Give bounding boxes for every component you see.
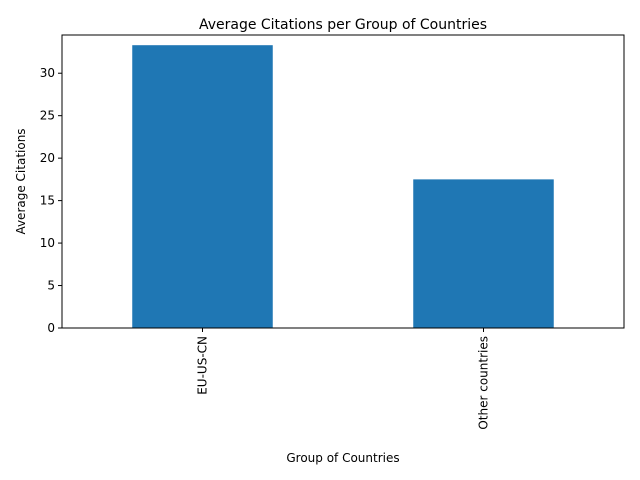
bar-other-countries — [413, 179, 554, 328]
y-axis-label: Average Citations — [14, 128, 28, 234]
x-tick-label: EU-US-CN — [196, 336, 210, 395]
bar-eu-us-cn — [132, 45, 273, 328]
y-tick-label: 5 — [47, 279, 55, 293]
y-tick-label: 20 — [40, 151, 55, 165]
y-tick-label: 10 — [40, 236, 55, 250]
x-axis-label: Group of Countries — [286, 451, 399, 465]
chart-title: Average Citations per Group of Countries — [199, 17, 487, 33]
bars-group — [132, 45, 554, 328]
plot-frame — [61, 34, 625, 329]
x-tick-label: Other countries — [477, 336, 491, 430]
y-axis: 0 5 10 15 20 25 30 — [40, 66, 62, 335]
y-tick-label: 30 — [40, 66, 55, 80]
x-axis: EU-US-CN Other countries — [196, 328, 491, 430]
y-tick-label: 15 — [40, 194, 55, 208]
y-tick-label: 0 — [47, 321, 55, 335]
y-tick-label: 25 — [40, 109, 55, 123]
